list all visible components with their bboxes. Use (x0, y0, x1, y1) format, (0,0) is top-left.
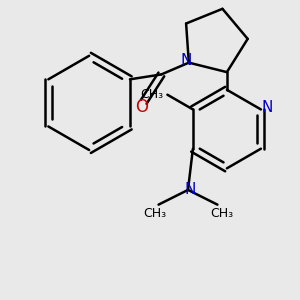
Text: CH₃: CH₃ (140, 88, 164, 101)
Text: O: O (135, 98, 148, 116)
Text: N: N (184, 182, 196, 197)
Text: N: N (180, 53, 192, 68)
Text: N: N (261, 100, 272, 115)
Text: CH₃: CH₃ (143, 207, 166, 220)
Text: CH₃: CH₃ (210, 207, 233, 220)
